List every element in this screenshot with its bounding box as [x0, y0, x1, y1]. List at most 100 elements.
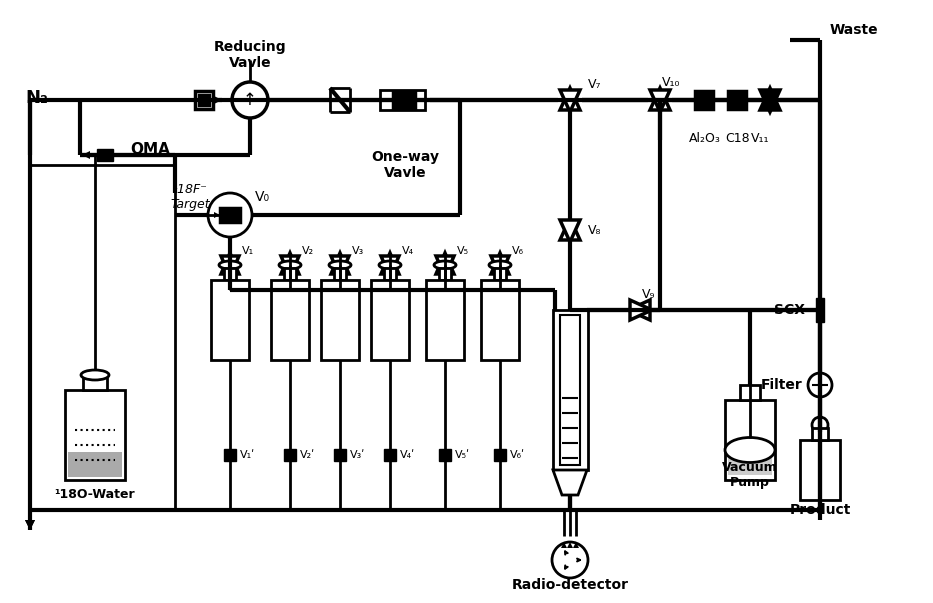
- Bar: [494, 268, 506, 280]
- Text: V₉: V₉: [642, 288, 656, 302]
- Bar: [271, 280, 309, 360]
- Text: V₅: V₅: [457, 246, 469, 256]
- Polygon shape: [560, 218, 580, 240]
- Text: Reducing
Vavle: Reducing Vavle: [214, 40, 286, 70]
- Polygon shape: [567, 542, 573, 548]
- Circle shape: [808, 373, 832, 397]
- Text: QMA: QMA: [130, 142, 170, 157]
- Bar: [321, 280, 359, 360]
- Bar: [560, 315, 580, 465]
- Polygon shape: [381, 256, 399, 277]
- Polygon shape: [331, 256, 349, 277]
- Bar: [812, 428, 828, 440]
- Polygon shape: [560, 90, 580, 112]
- Bar: [426, 280, 464, 360]
- Ellipse shape: [434, 261, 456, 269]
- Ellipse shape: [329, 261, 351, 269]
- Polygon shape: [281, 253, 299, 274]
- Circle shape: [812, 417, 828, 433]
- Text: V₃: V₃: [352, 246, 364, 256]
- Bar: [384, 268, 396, 280]
- Bar: [334, 449, 346, 461]
- Bar: [30, 165, 175, 510]
- Text: V₁ʹ: V₁ʹ: [240, 450, 256, 460]
- Polygon shape: [25, 520, 35, 530]
- Ellipse shape: [81, 370, 109, 380]
- Polygon shape: [436, 253, 454, 274]
- Bar: [199, 95, 209, 105]
- Polygon shape: [82, 151, 90, 159]
- Text: V₀: V₀: [255, 190, 270, 204]
- Text: V₃ʹ: V₃ʹ: [350, 450, 366, 460]
- Text: Al₂O₃: Al₂O₃: [689, 131, 721, 145]
- Polygon shape: [573, 542, 579, 548]
- Ellipse shape: [279, 261, 301, 269]
- Text: Product: Product: [789, 503, 851, 517]
- Bar: [725, 400, 775, 480]
- Bar: [439, 268, 451, 280]
- Bar: [334, 268, 346, 280]
- Bar: [740, 385, 760, 400]
- Text: V₄: V₄: [402, 246, 414, 256]
- Polygon shape: [650, 90, 670, 112]
- Polygon shape: [491, 256, 509, 277]
- Bar: [695, 91, 713, 109]
- Polygon shape: [650, 88, 670, 110]
- Text: V₂ʹ: V₂ʹ: [300, 450, 315, 460]
- Text: One-way
Vavle: One-way Vavle: [371, 150, 439, 180]
- Bar: [393, 92, 415, 108]
- Polygon shape: [760, 90, 780, 112]
- Bar: [211, 280, 249, 360]
- Text: V₆ʹ: V₆ʹ: [510, 450, 525, 460]
- Polygon shape: [630, 300, 652, 320]
- Bar: [816, 298, 824, 322]
- Text: V₅ʹ: V₅ʹ: [455, 450, 470, 460]
- Polygon shape: [628, 300, 650, 320]
- Bar: [371, 280, 409, 360]
- Bar: [439, 449, 451, 461]
- Polygon shape: [561, 542, 567, 548]
- Bar: [83, 375, 107, 390]
- Text: Waste: Waste: [830, 23, 879, 37]
- Polygon shape: [436, 256, 454, 277]
- Text: V₁₀: V₁₀: [662, 75, 680, 89]
- Text: V₈: V₈: [588, 224, 602, 236]
- Polygon shape: [25, 520, 35, 530]
- Bar: [384, 449, 396, 461]
- Polygon shape: [760, 88, 780, 110]
- Text: ¹18F⁻
Target: ¹18F⁻ Target: [170, 183, 210, 211]
- Text: V₆: V₆: [512, 246, 524, 256]
- Polygon shape: [221, 256, 239, 277]
- Text: Filter: Filter: [760, 378, 802, 392]
- Bar: [65, 390, 125, 480]
- Text: V₁: V₁: [242, 246, 254, 256]
- Bar: [68, 452, 122, 477]
- Polygon shape: [560, 88, 580, 110]
- Bar: [728, 457, 772, 475]
- Circle shape: [208, 193, 252, 237]
- Text: V₂: V₂: [302, 246, 314, 256]
- Bar: [195, 91, 213, 109]
- Text: ¹18O-Water: ¹18O-Water: [55, 488, 135, 502]
- Bar: [220, 208, 240, 222]
- Text: C18: C18: [726, 131, 750, 145]
- Polygon shape: [214, 212, 220, 218]
- Text: N₂: N₂: [25, 89, 48, 107]
- Polygon shape: [560, 220, 580, 242]
- Bar: [284, 268, 296, 280]
- Bar: [494, 449, 506, 461]
- Bar: [380, 90, 425, 110]
- Polygon shape: [491, 253, 509, 274]
- Ellipse shape: [489, 261, 511, 269]
- Ellipse shape: [219, 261, 241, 269]
- Bar: [800, 440, 840, 500]
- Text: V₇: V₇: [588, 78, 602, 92]
- Bar: [553, 310, 588, 470]
- Bar: [224, 268, 236, 280]
- Polygon shape: [221, 253, 239, 274]
- Bar: [284, 449, 296, 461]
- Polygon shape: [281, 256, 299, 277]
- Text: V₁₁: V₁₁: [751, 131, 769, 145]
- Polygon shape: [331, 253, 349, 274]
- Text: Radio-detector: Radio-detector: [511, 578, 629, 592]
